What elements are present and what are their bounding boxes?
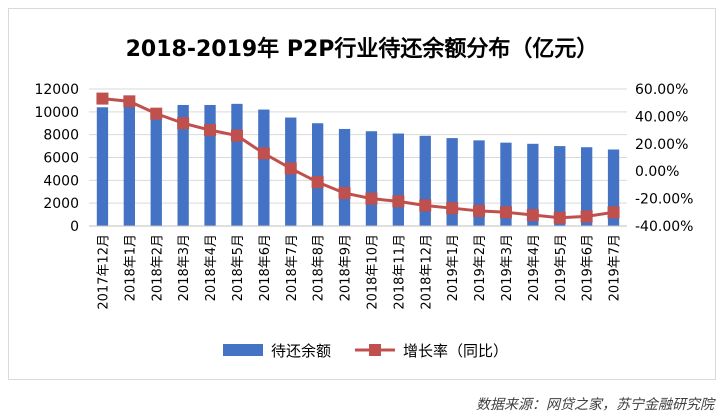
y-tick-label: 8000 — [43, 128, 79, 144]
bar-series — [96, 103, 620, 226]
x-tick-label: 2018年11月 — [392, 234, 407, 310]
x-tick-label: 2019年6月 — [581, 234, 596, 301]
x-tick-label: 2019年2月 — [473, 234, 488, 301]
legend-swatch-marker — [369, 344, 381, 356]
bar — [177, 104, 189, 226]
y2-tick-label: 20.00% — [635, 137, 688, 153]
x-tick-label: 2018年8月 — [312, 234, 327, 301]
growth-marker — [446, 202, 459, 215]
y-tick-label: 2000 — [43, 196, 79, 212]
growth-marker — [338, 187, 351, 200]
growth-marker — [473, 204, 486, 217]
x-axis: 2017年12月 2018年1月 2018年2月 2018年3月 2018年4月 2018… — [89, 225, 627, 310]
bar — [446, 138, 458, 226]
y2-tick-label: -20.00% — [635, 192, 693, 208]
bar — [527, 143, 539, 226]
x-tick-label: 2019年3月 — [500, 234, 515, 301]
bar — [581, 147, 593, 226]
x-tick-label: 2018年5月 — [231, 234, 246, 301]
bar — [312, 123, 324, 226]
x-tick-label: 2019年7月 — [608, 234, 623, 301]
y-tick-label: 10000 — [34, 105, 79, 121]
growth-marker — [257, 147, 270, 160]
bar — [204, 104, 216, 226]
legend-label-bar: 待还余额 — [271, 342, 331, 360]
growth-marker — [96, 92, 109, 105]
growth-marker — [204, 124, 217, 137]
x-tick-label: 2018年3月 — [177, 234, 192, 301]
bar — [607, 149, 620, 226]
x-tick-label: 2018年6月 — [258, 234, 273, 301]
x-tick-label: 2018年9月 — [339, 234, 354, 301]
bar — [419, 135, 431, 226]
y2-tick-label: 0.00% — [635, 164, 679, 180]
y2-tick-label: 40.00% — [635, 109, 688, 125]
x-tick-label: 2018年12月 — [419, 234, 434, 310]
chart-title: 2018-2019年 P2P行业待还余额分布（亿元） — [126, 36, 599, 62]
x-tick-label: 2018年1月 — [123, 234, 138, 301]
y2-tick-label: -40.00% — [635, 219, 693, 235]
growth-marker — [392, 195, 405, 208]
growth-marker — [499, 206, 512, 219]
bar — [150, 108, 162, 226]
growth-marker — [150, 107, 163, 120]
line-series — [96, 92, 620, 224]
left-axis: 0 2000 4000 6000 8000 10000 12000 — [34, 82, 79, 235]
legend-label-line: 增长率（同比） — [403, 342, 508, 360]
x-tick-label: 2018年7月 — [285, 234, 300, 301]
bar — [392, 133, 404, 226]
x-tick-label: 2018年10月 — [365, 234, 380, 310]
y-tick-label: 12000 — [34, 82, 79, 98]
source-note: 数据来源：网贷之家，苏宁金融研究院 — [476, 397, 714, 413]
gridlines — [89, 88, 627, 227]
growth-marker — [365, 192, 378, 205]
growth-marker — [580, 210, 593, 223]
x-tick-label: 2017年12月 — [96, 234, 111, 310]
y-tick-label: 6000 — [43, 151, 79, 167]
bar — [473, 140, 485, 226]
bar — [231, 103, 243, 226]
bar — [500, 142, 512, 226]
right-axis: -40.00% -20.00% 0.00% 20.00% 40.00% 60.00% — [635, 82, 693, 235]
y-tick-label: 0 — [70, 219, 79, 235]
bar — [554, 146, 566, 226]
growth-marker — [311, 176, 324, 189]
growth-marker — [607, 206, 620, 219]
x-tick-label: 2019年1月 — [446, 234, 461, 301]
growth-marker — [553, 211, 566, 224]
bar — [96, 107, 109, 226]
y2-tick-label: 60.00% — [635, 82, 688, 98]
growth-marker — [419, 199, 432, 212]
bar — [258, 109, 270, 226]
x-tick-label: 2018年4月 — [204, 234, 219, 301]
legend-swatch-bar — [223, 344, 263, 356]
legend: 待还余额 增长率（同比） — [223, 342, 508, 360]
bar — [365, 131, 378, 226]
growth-marker — [177, 117, 190, 130]
bar — [123, 103, 135, 226]
x-tick-label: 2019年4月 — [527, 234, 542, 301]
bar — [338, 128, 351, 226]
growth-marker — [284, 162, 297, 175]
growth-marker — [230, 129, 243, 142]
x-tick-label: 2019年5月 — [554, 234, 569, 301]
x-tick-label: 2018年2月 — [150, 234, 165, 301]
growth-marker — [123, 95, 136, 108]
combo-chart: 2018-2019年 P2P行业待还余额分布（亿元） 0 2000 4000 6000… — [34, 36, 693, 360]
y-tick-label: 4000 — [43, 173, 79, 189]
growth-marker — [526, 209, 539, 222]
chart-frame: 2018-2019年 P2P行业待还余额分布（亿元） 0 2000 4000 6000… — [8, 8, 716, 380]
